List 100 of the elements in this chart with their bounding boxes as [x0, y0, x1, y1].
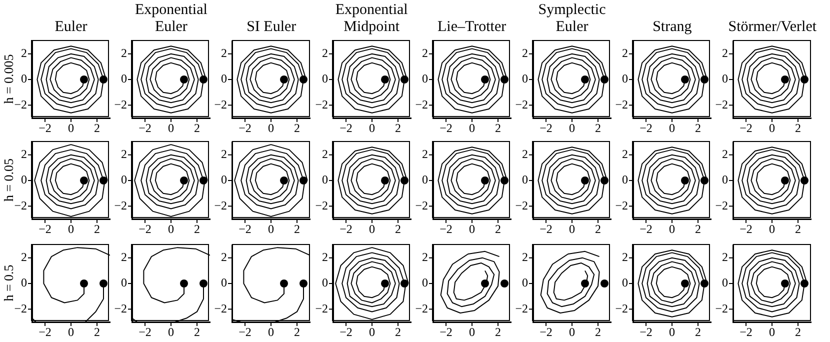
y-tick-label: −2 — [114, 301, 128, 316]
x-tick-label: 2 — [394, 121, 401, 136]
y-tick-label: −2 — [515, 97, 528, 112]
x-tick-label: 0 — [68, 121, 74, 136]
x-tick-label: 0 — [268, 121, 274, 136]
x-tick-label: −2 — [740, 121, 753, 136]
x-tick-label: −2 — [439, 325, 452, 340]
x-tick-label: −2 — [540, 222, 552, 236]
y-tick-label: 2 — [322, 146, 328, 161]
x-tick-label: 0 — [368, 325, 375, 340]
y-tick-label: −2 — [716, 97, 728, 112]
x-tick-label: 2 — [294, 121, 300, 136]
y-tick-label: −2 — [415, 301, 428, 316]
x-tick-label: 0 — [669, 222, 676, 236]
y-tick-label: 0 — [622, 72, 628, 86]
x-tick-label: −2 — [239, 325, 252, 340]
y-tick-label: −2 — [314, 198, 328, 212]
y-tick-label: 0 — [522, 276, 528, 290]
x-tick-label: 2 — [695, 325, 702, 340]
y-tick-label: 2 — [322, 46, 328, 60]
x-tick-label: −2 — [740, 222, 753, 236]
x-tick-label: −2 — [138, 325, 152, 340]
y-tick-label: 2 — [322, 250, 328, 264]
x-tick-label: 2 — [94, 121, 100, 136]
y-tick-label: 2 — [422, 250, 428, 264]
y-tick-label: −2 — [515, 301, 528, 316]
y-tick-label: 0 — [622, 172, 628, 187]
x-tick-label: 2 — [595, 121, 601, 136]
y-tick-label: 0 — [322, 172, 328, 187]
y-tick-label: 2 — [522, 146, 528, 161]
y-tick-label: 0 — [121, 72, 128, 86]
y-tick-label: 0 — [21, 276, 27, 290]
y-tick-label: 0 — [622, 276, 628, 290]
x-tick-label: −2 — [339, 121, 352, 136]
y-tick-label: 0 — [422, 72, 428, 86]
x-tick-label: −2 — [339, 325, 352, 340]
y-tick-label: −2 — [14, 301, 27, 316]
x-tick-label: 2 — [394, 325, 401, 340]
x-tick-label: 0 — [468, 325, 475, 340]
chart-title: Symplectic Euler — [538, 2, 606, 36]
y-tick-label: 2 — [121, 250, 128, 264]
chart-title: Störmer/Verlet — [728, 19, 817, 36]
y-axis-title: h = 0.5 — [1, 264, 16, 304]
x-tick-label: 2 — [194, 325, 200, 340]
y-tick-label: −2 — [415, 97, 428, 112]
y-tick-label: 2 — [21, 46, 27, 60]
x-tick-label: −2 — [38, 121, 52, 136]
x-tick-label: 0 — [769, 325, 776, 340]
x-tick-label: 2 — [194, 121, 200, 136]
x-tick-label: −2 — [640, 222, 653, 236]
y-tick-label: 0 — [322, 276, 328, 290]
x-tick-label: 2 — [294, 222, 300, 236]
y-tick-label: −2 — [615, 301, 628, 316]
x-tick-label: −2 — [239, 121, 252, 136]
x-tick-label: 0 — [769, 222, 776, 236]
x-tick-label: −2 — [239, 222, 252, 236]
x-tick-label: 0 — [569, 325, 575, 340]
x-tick-label: 0 — [569, 121, 575, 136]
x-tick-label: 2 — [194, 222, 200, 236]
x-tick-label: 2 — [94, 222, 100, 236]
x-tick-label: 2 — [494, 325, 501, 340]
y-tick-label: 2 — [221, 250, 228, 264]
y-tick-label: −2 — [615, 97, 628, 112]
y-tick-label: 0 — [722, 276, 728, 290]
y-tick-label: 2 — [622, 46, 628, 60]
x-tick-label: −2 — [640, 325, 653, 340]
x-tick-label: 0 — [268, 222, 274, 236]
y-tick-label: 2 — [522, 250, 528, 264]
x-tick-label: −2 — [439, 121, 452, 136]
x-tick-label: −2 — [740, 325, 753, 340]
y-tick-label: 0 — [221, 72, 228, 86]
chart-title: Euler — [54, 19, 88, 36]
y-tick-label: 2 — [722, 46, 728, 60]
x-tick-label: −2 — [138, 222, 152, 236]
y-tick-label: −2 — [716, 301, 728, 316]
y-tick-label: 0 — [121, 172, 128, 187]
x-tick-label: −2 — [38, 325, 52, 340]
chart-title: Exponential Midpoint — [335, 2, 408, 36]
x-tick-label: 2 — [795, 121, 802, 136]
y-axis-title: h = 0.005 — [1, 53, 16, 104]
x-tick-label: −2 — [339, 222, 352, 236]
y-tick-label: 2 — [21, 146, 27, 161]
y-tick-label: −2 — [615, 198, 628, 212]
x-tick-label: 2 — [294, 325, 300, 340]
y-tick-label: 0 — [21, 172, 27, 187]
x-tick-label: 0 — [268, 325, 274, 340]
x-tick-label: −2 — [640, 121, 653, 136]
x-tick-label: 2 — [695, 121, 702, 136]
y-axis-title: h = 0.05 — [1, 157, 16, 202]
x-tick-label: 2 — [795, 222, 802, 236]
y-tick-label: 2 — [121, 46, 128, 60]
x-tick-label: 2 — [595, 222, 601, 236]
y-tick-label: 2 — [422, 146, 428, 161]
x-tick-label: 2 — [494, 121, 501, 136]
y-tick-label: −2 — [14, 198, 27, 212]
y-tick-label: −2 — [114, 97, 128, 112]
y-tick-label: 0 — [21, 72, 27, 86]
x-tick-label: 2 — [695, 222, 702, 236]
y-tick-label: 0 — [522, 72, 528, 86]
y-tick-label: −2 — [214, 198, 228, 212]
